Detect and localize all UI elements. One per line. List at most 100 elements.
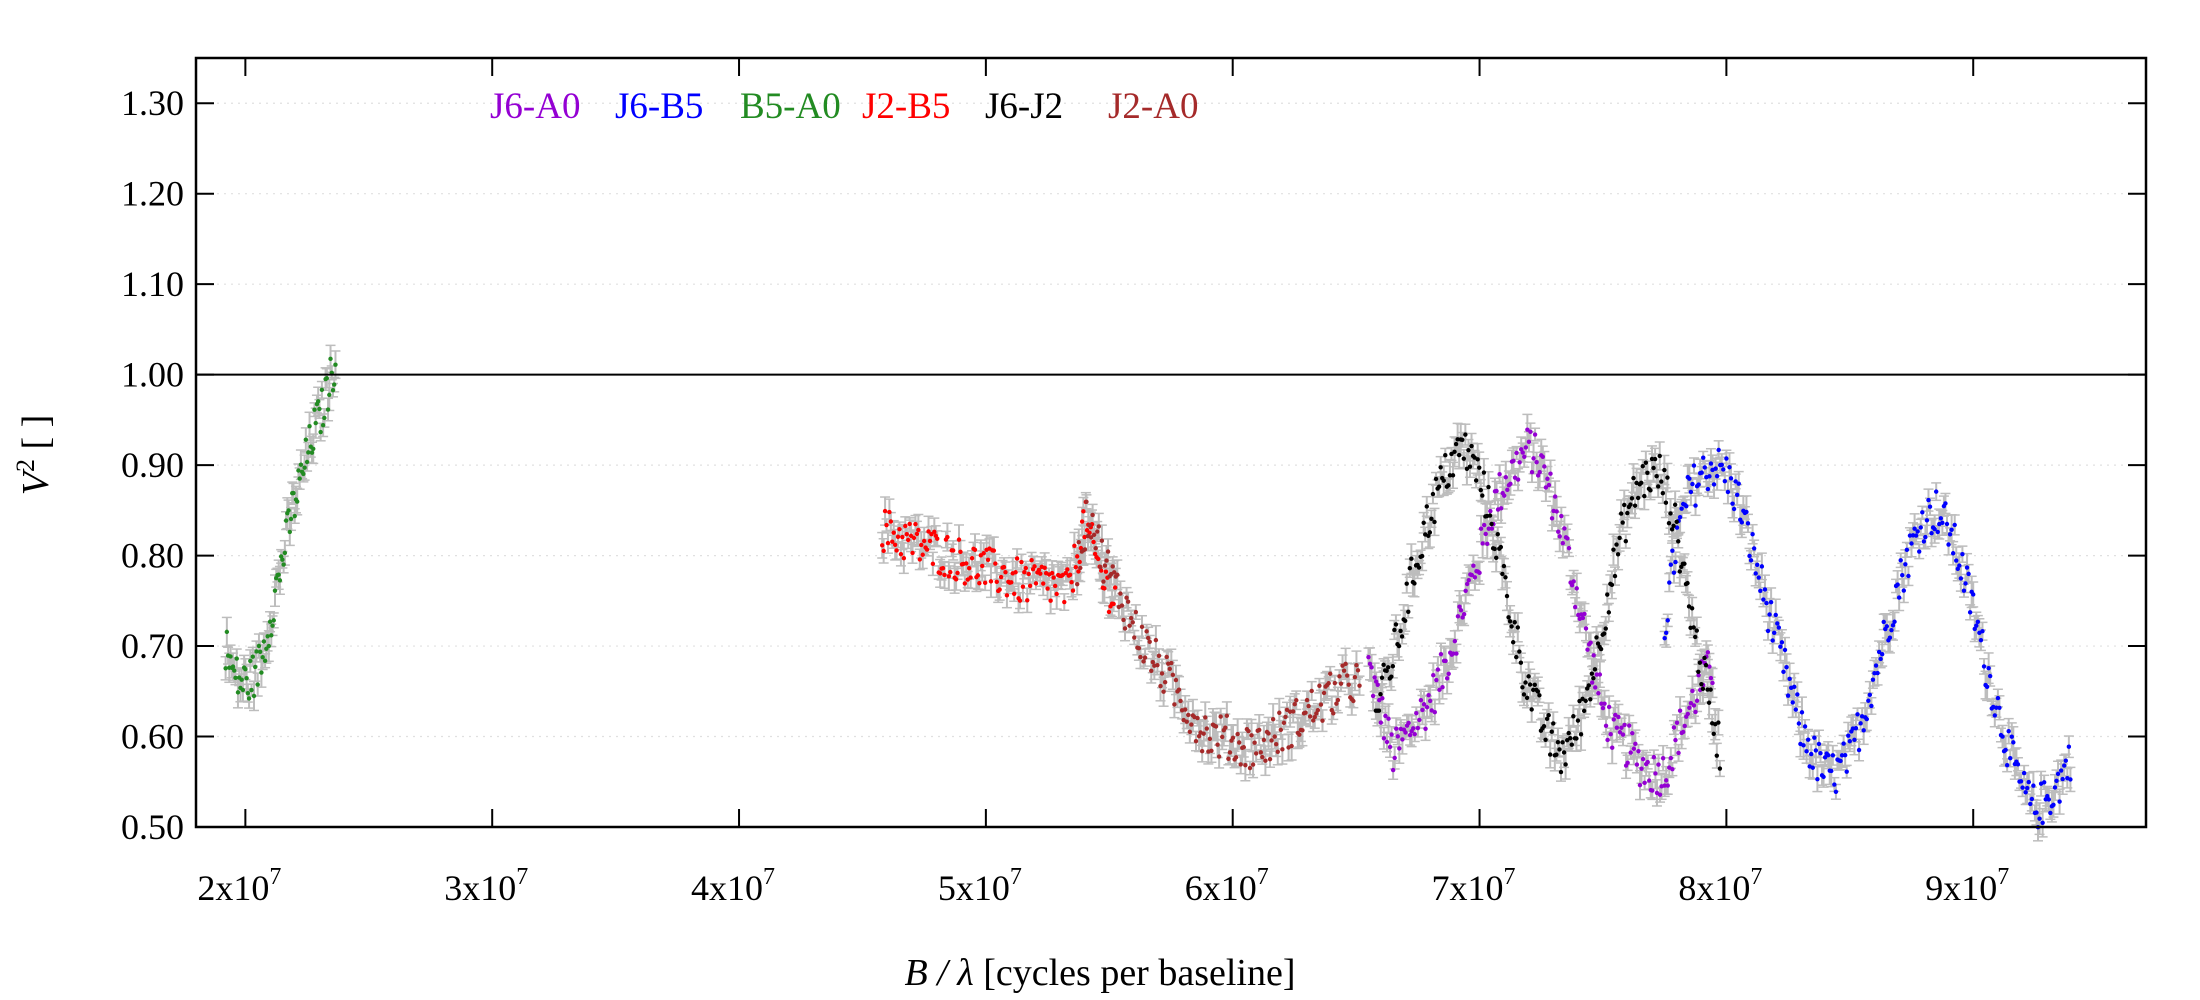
x-axis-ticks: 2x107 3x107 4x107 5x107 6x107 7x107 8x107 9x107 (197, 58, 2009, 908)
data-point (327, 392, 332, 398)
data-point (1674, 720, 1680, 725)
data-point (1626, 723, 1632, 728)
data-point (1001, 564, 1007, 570)
data-point (1111, 601, 1116, 607)
data-point (1659, 479, 1664, 484)
x-tick-label: 7x107 (1432, 864, 1516, 908)
data-point (1431, 672, 1436, 678)
data-point (1426, 692, 1431, 698)
data-point (1768, 599, 1774, 605)
data-point (1321, 690, 1327, 696)
data-point (1406, 609, 1411, 614)
data-point (1687, 705, 1692, 710)
data-point (1412, 581, 1417, 586)
y-tick-label: 0.80 (121, 536, 184, 576)
data-point (1997, 705, 2002, 710)
data-point (1623, 539, 1628, 544)
x-tick-label-exp: 7 (1504, 864, 1516, 890)
data-point (1393, 622, 1399, 627)
data-point (1277, 710, 1282, 715)
data-point (1477, 570, 1482, 576)
data-point (1583, 626, 1589, 631)
data-point (1432, 519, 1437, 525)
data-point (1736, 481, 1741, 486)
data-point (1628, 502, 1633, 507)
data-point (250, 654, 255, 659)
data-point (1668, 511, 1673, 516)
data-point (1463, 588, 1468, 593)
data-point (1950, 551, 1956, 556)
data-point (1478, 526, 1484, 531)
data-point (1309, 688, 1314, 694)
data-point (1701, 455, 1706, 460)
data-point (1400, 737, 1405, 742)
data-point (1751, 546, 1757, 551)
data-point (259, 670, 264, 675)
data-point (267, 619, 273, 624)
data-point (988, 579, 994, 584)
data-point (1967, 610, 1973, 615)
data-point (1673, 737, 1678, 743)
data-point (1504, 593, 1510, 599)
data-point (1515, 477, 1521, 482)
data-point (1620, 732, 1626, 737)
data-point (945, 534, 950, 540)
data-point (1306, 703, 1311, 709)
data-point (1714, 473, 1720, 479)
legend-entry: J2-B5 (862, 86, 950, 127)
data-point (1876, 649, 1882, 655)
data-point (1673, 559, 1678, 565)
data-point (1611, 547, 1616, 552)
data-point (1596, 691, 1601, 696)
data-point (1062, 599, 1067, 605)
data-point (1161, 689, 1166, 694)
data-point (1124, 595, 1129, 600)
data-point (1841, 741, 1846, 746)
data-point (1133, 609, 1139, 615)
data-point (892, 542, 898, 547)
data-point (1554, 509, 1559, 514)
data-point (296, 468, 301, 473)
data-point (1947, 532, 1953, 537)
data-point (286, 508, 291, 513)
data-point (1281, 720, 1287, 726)
data-point (1717, 766, 1723, 771)
data-point (1119, 603, 1125, 608)
y-axis-label-units: [ ] (15, 415, 57, 459)
data-point (2060, 776, 2065, 782)
data-point (1589, 680, 1595, 685)
data-point (1078, 565, 1083, 571)
data-point (283, 518, 289, 523)
data-point (1193, 738, 1199, 744)
data-point (1628, 750, 1633, 755)
data-point (1867, 692, 1873, 697)
data-point (1662, 635, 1667, 641)
data-point (2020, 785, 2025, 790)
data-point (1112, 570, 1117, 575)
data-point (1435, 667, 1441, 672)
data-point (975, 573, 981, 578)
data-point (1662, 783, 1667, 788)
data-point (1266, 731, 1271, 736)
data-point (1745, 521, 1751, 526)
data-point (1042, 565, 1047, 570)
data-point (1075, 581, 1080, 587)
data-point (2029, 796, 2035, 802)
data-point (1662, 467, 1667, 473)
data-point (1676, 539, 1681, 544)
data-point (1940, 520, 1945, 526)
data-point (1500, 571, 1505, 577)
data-point (2008, 756, 2013, 761)
data-point (1625, 760, 1630, 765)
data-point (1864, 716, 1869, 722)
data-point (1605, 737, 1610, 743)
data-point (1263, 758, 1268, 763)
data-point (1506, 615, 1511, 620)
data-point (1556, 529, 1561, 534)
data-point (1696, 669, 1701, 675)
data-point (1481, 522, 1487, 528)
y-tick-label: 1.30 (121, 83, 184, 123)
data-point (1283, 714, 1288, 720)
data-point (1184, 719, 1189, 724)
data-point (1610, 745, 1615, 750)
